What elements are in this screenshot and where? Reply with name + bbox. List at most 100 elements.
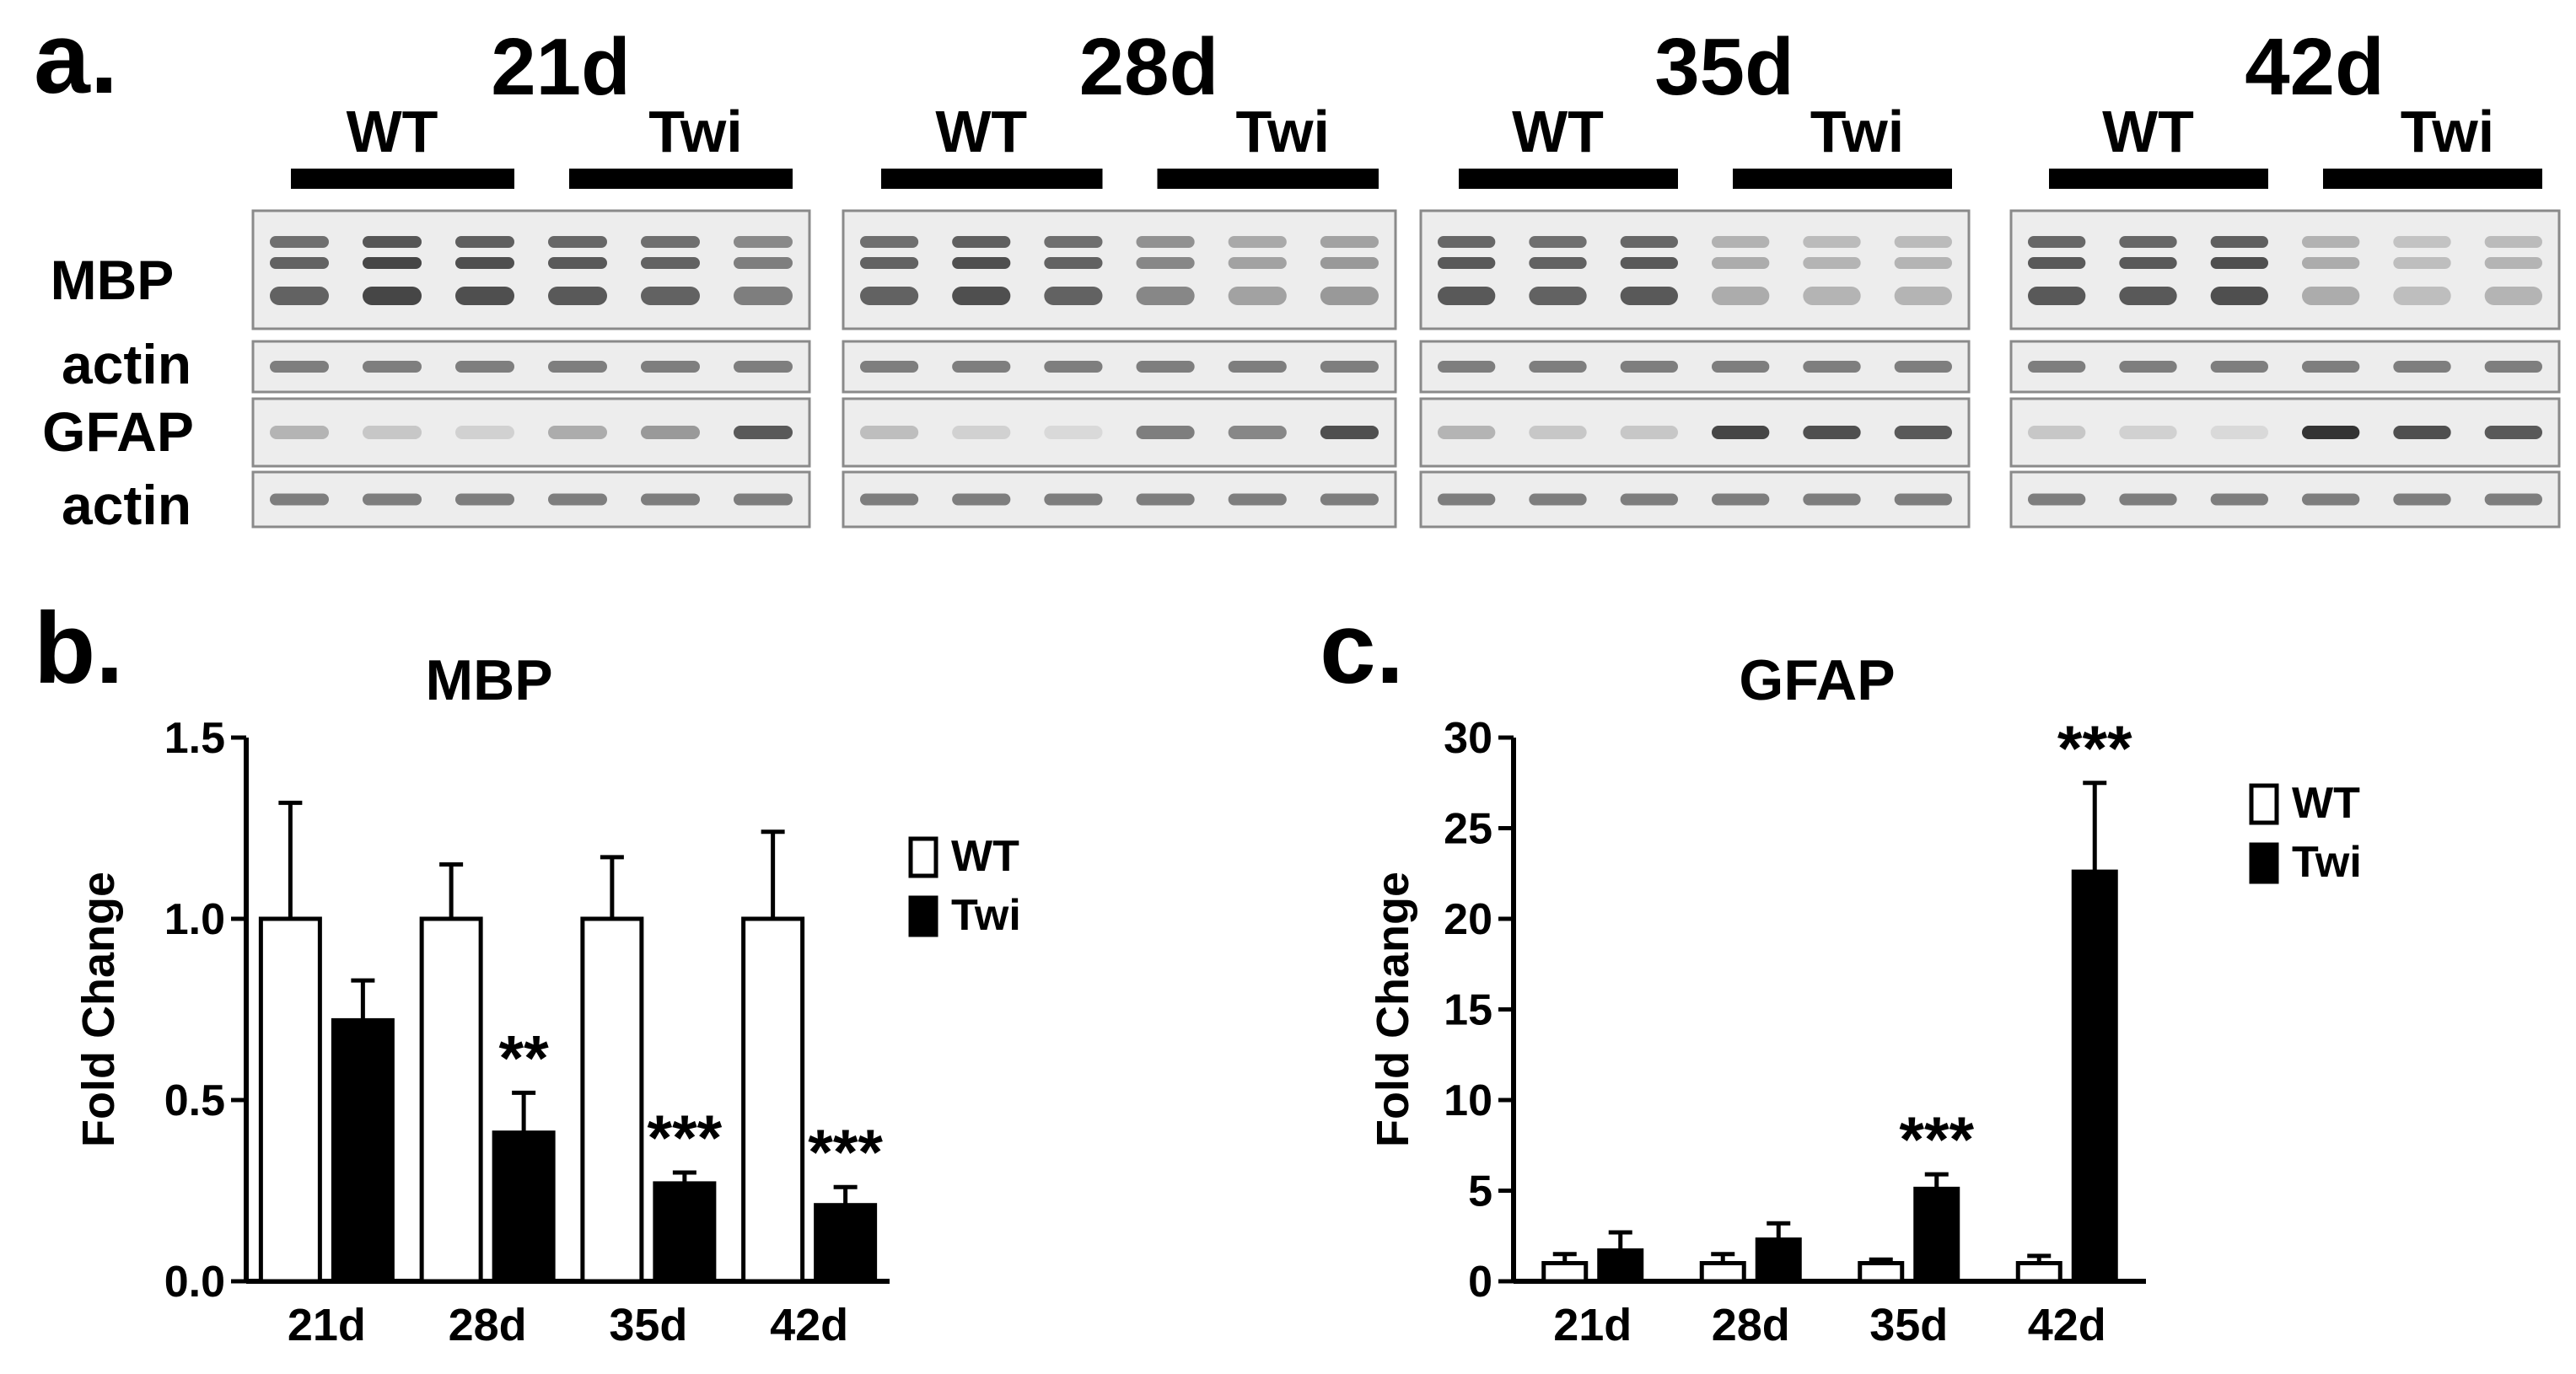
blot-band [1438,493,1496,506]
legend-label: WT [951,832,1019,881]
blot-band [2302,493,2360,506]
blot-band [1044,426,1103,439]
blot-group-label: WT [347,99,438,164]
bar-twi [653,1181,717,1284]
blot-band [2302,361,2360,373]
bar-wt [258,916,322,1284]
blot-band [1044,236,1103,248]
blot-band [2393,361,2451,373]
blot-group-bar [1733,169,1952,189]
blot-band [2302,287,2360,305]
significance-annotation: ** [499,1022,550,1094]
blot-band [1620,493,1678,506]
blot-band [1620,287,1678,305]
blot-membrane [1419,340,1971,394]
blot-membrane [251,470,811,529]
blot-band [952,493,1011,506]
blot-band [2302,236,2360,248]
y-tick-label: 0.5 [164,1076,225,1125]
x-tick-label: 28d [449,1300,527,1350]
blot-band [2028,361,2086,373]
y-tick-label: 20 [1444,895,1492,944]
blot-group-label: Twi [1810,99,1904,164]
blot-band [952,236,1011,248]
blot-membrane [2009,397,2561,468]
blot-band [1712,361,1770,373]
blot-band [1529,493,1587,506]
blot-membrane [1419,397,1971,468]
blot-band [548,257,607,269]
blot-band [1228,236,1287,248]
blot-band [1529,236,1587,248]
blot-band [548,236,607,248]
blot-row-label-gfap: GFAP [42,400,194,463]
blot-band [455,426,514,439]
bar-wt [2015,1261,2062,1284]
blot-group-bar [291,169,514,189]
panel-label-b: b. [34,592,124,705]
blot-band [860,426,919,439]
blot-band [2028,426,2086,439]
significance-annotation: *** [1899,1104,1974,1176]
blot-band [363,361,422,373]
blot-group-bar [1157,169,1379,189]
blot-band [1228,287,1287,305]
blot-band [1712,426,1770,439]
x-tick-label: 42d [2028,1300,2106,1350]
bar-twi [814,1203,878,1284]
blot-band [2210,236,2268,248]
blot-band [860,257,919,269]
blot-band [1320,257,1379,269]
legend-swatch [2249,783,2279,825]
blot-timepoint-label: 42d [2245,22,2384,112]
blot-band [734,287,793,305]
blot-timepoint-label: 21d [491,22,630,112]
y-tick-label: 10 [1444,1076,1492,1125]
blot-band [2484,361,2542,373]
x-tick-label: 42d [770,1300,848,1350]
blot-band [455,287,514,305]
legend-swatch [908,836,938,878]
blot-band [952,257,1011,269]
legend-label: Twi [951,891,1021,940]
blot-band [1620,257,1678,269]
blot-group-42d: 42d WT Twi [2009,22,2561,529]
blot-band [2484,287,2542,305]
blot-band [1803,287,1861,305]
blot-band [1712,493,1770,506]
x-tick-label: 35d [609,1300,687,1350]
blot-band [2393,287,2451,305]
y-tick-label: 25 [1444,805,1492,854]
bar-wt [1699,1261,1746,1284]
blot-band [1136,426,1195,439]
blot-band [2210,361,2268,373]
blot-band [1438,236,1496,248]
y-tick-label: 0 [1468,1258,1492,1307]
blot-band [2302,426,2360,439]
blot-group-35d: 35d WT Twi [1419,22,1971,529]
blot-band [1803,493,1861,506]
blot-group-label: Twi [1236,99,1330,164]
blot-band [2119,361,2177,373]
blot-band [1320,236,1379,248]
blot-band [1894,426,1952,439]
bar-wt [741,916,805,1284]
blot-band [2119,287,2177,305]
blot-band [1529,361,1587,373]
blot-band [1712,236,1770,248]
bar-wt [1858,1261,1905,1284]
blot-band [2393,493,2451,506]
blot-band [2393,426,2451,439]
blot-membrane [1419,470,1971,529]
blot-group-label: WT [935,99,1027,164]
blot-band [1044,493,1103,506]
blot-group-bar [2049,169,2268,189]
blot-band [2028,236,2086,248]
blot-band [860,493,919,506]
blot-band [1320,287,1379,305]
blot-row-label-mbp: MBP [51,249,175,311]
blot-band [2210,287,2268,305]
blot-band [641,493,700,506]
blot-band [734,493,793,506]
